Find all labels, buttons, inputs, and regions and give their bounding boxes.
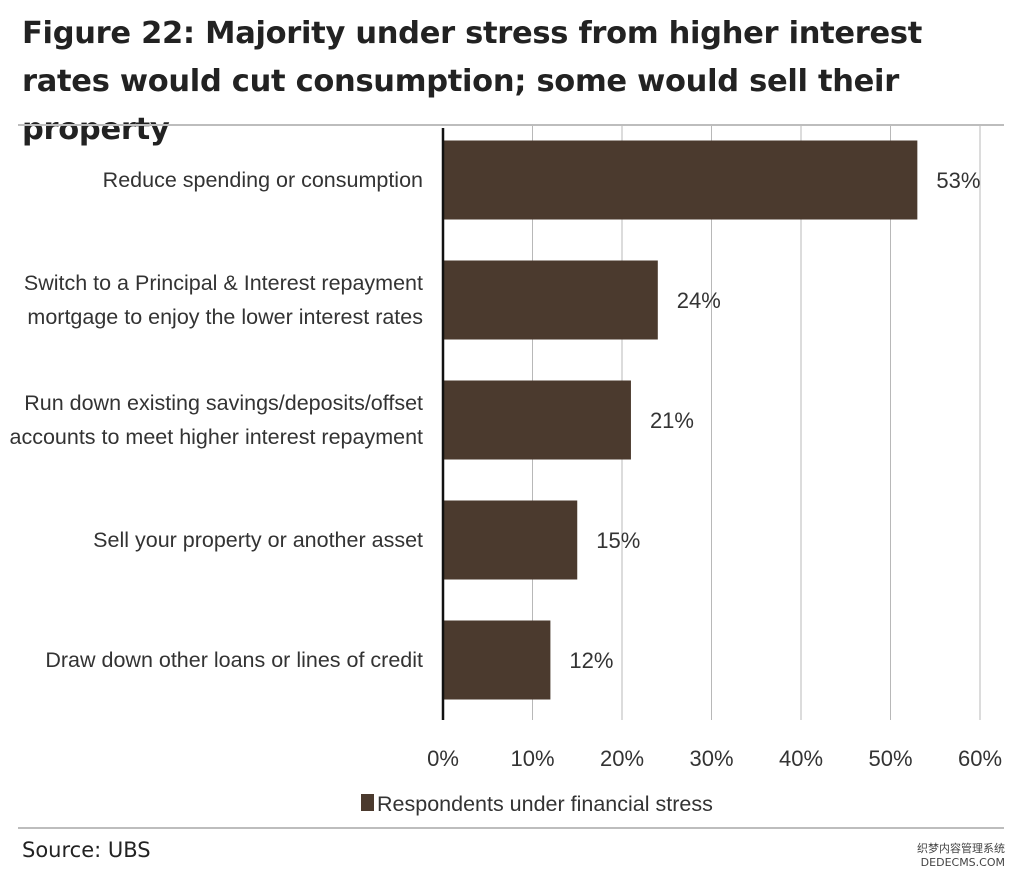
bar-3: [443, 500, 578, 580]
category-label-line: Draw down other loans or lines of credit: [45, 648, 423, 672]
category-label-line: Run down existing savings/deposits/offse…: [24, 391, 423, 415]
category-label-0: Reduce spending or consumption: [103, 168, 423, 192]
watermark-line-1: 织梦内容管理系统: [917, 842, 1005, 855]
legend-label: Respondents under financial stress: [377, 792, 713, 816]
x-tick-label-20: 20%: [600, 746, 644, 771]
bar-chart: Reduce spending or consumption Switch to …: [10, 126, 1002, 816]
category-label-line: accounts to meet higher interest repayme…: [10, 425, 424, 449]
value-labels: 53% 24% 21% 15% 12%: [569, 168, 980, 673]
value-label-2: 21%: [650, 408, 694, 433]
value-label-3: 15%: [596, 528, 640, 553]
x-tick-label-60: 60%: [958, 746, 1002, 771]
category-label-line: mortgage to enjoy the lower interest rat…: [27, 305, 423, 329]
category-label-line: Switch to a Principal & Interest repayme…: [24, 271, 423, 295]
category-label-line: Reduce spending or consumption: [103, 168, 423, 192]
category-label-4: Draw down other loans or lines of credit: [45, 648, 423, 672]
category-label-3: Sell your property or another asset: [93, 528, 423, 552]
category-label-2: Run down existing savings/deposits/offse…: [10, 391, 424, 449]
bar-2: [443, 380, 631, 460]
top-rule: [18, 124, 1004, 126]
x-tick-labels: 0% 10% 20% 30% 40% 50% 60%: [427, 746, 1002, 771]
value-label-4: 12%: [569, 648, 613, 673]
bars: [443, 140, 918, 700]
watermark: 织梦内容管理系统 DEDECMS.COM: [917, 842, 1005, 870]
category-label-line: Sell your property or another asset: [93, 528, 423, 552]
category-labels: Reduce spending or consumption Switch to …: [10, 168, 424, 672]
bottom-rule: [18, 827, 1004, 829]
legend: Respondents under financial stress: [361, 792, 713, 816]
source-note: Source: UBS: [22, 838, 151, 862]
value-label-0: 53%: [936, 168, 980, 193]
x-tick-label-0: 0%: [427, 746, 459, 771]
legend-swatch: [361, 794, 374, 811]
chart-title: Figure 22: Majority under stress from hi…: [22, 16, 923, 147]
x-tick-label-50: 50%: [868, 746, 912, 771]
bar-1: [443, 260, 658, 340]
bar-0: [443, 140, 918, 220]
x-tick-label-10: 10%: [510, 746, 554, 771]
bar-4: [443, 620, 551, 700]
x-tick-label-40: 40%: [779, 746, 823, 771]
x-tick-label-30: 30%: [689, 746, 733, 771]
watermark-line-2: DEDECMS.COM: [920, 856, 1005, 869]
category-label-1: Switch to a Principal & Interest repayme…: [24, 271, 423, 329]
value-label-1: 24%: [677, 288, 721, 313]
